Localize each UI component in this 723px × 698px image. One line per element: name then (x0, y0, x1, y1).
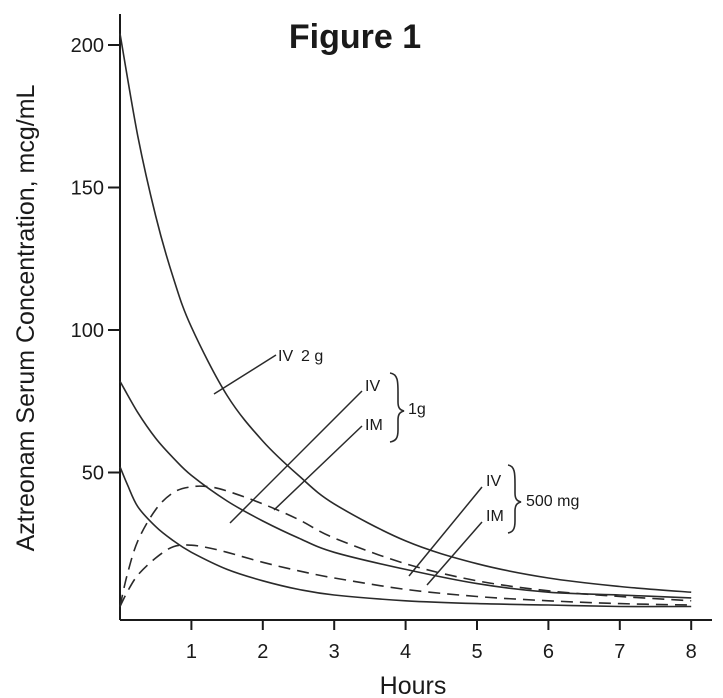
leader-1g-im (273, 425, 363, 511)
y-tick-label: 100 (71, 320, 104, 342)
x-tick-label: 1 (186, 641, 197, 663)
label-500mg-im: IM (486, 508, 504, 525)
brace-500mg (507, 464, 522, 534)
series-layer (119, 33, 692, 608)
x-tick-label: 8 (686, 641, 697, 663)
x-tick-label: 7 (614, 641, 625, 663)
y-tick-label: 50 (82, 463, 104, 485)
x-tick-label: 6 (543, 641, 554, 663)
y-ticks: 50 100 150 200 (71, 35, 120, 485)
annotation-500mg: IV IM 500 mg (408, 464, 579, 586)
annotation-1g: IV IM 1g (229, 372, 426, 524)
series-line-1-solid (119, 33, 692, 593)
series-line-3-solid (119, 466, 692, 608)
chart-title: Figure 1 (289, 18, 421, 56)
label-iv-2g-dose: 2 g (301, 348, 323, 365)
brace-1g (389, 372, 405, 443)
leader-500mg-iv (408, 486, 483, 577)
leader-500mg-im (426, 521, 483, 586)
label-1g-dose: 1g (408, 401, 426, 418)
x-tick-label: 2 (257, 641, 268, 663)
series-line-2-solid (119, 380, 692, 599)
annotation-iv-2g: IV 2 g (213, 348, 323, 395)
series-line-4-dashed (119, 485, 692, 607)
x-tick-label: 3 (329, 641, 340, 663)
leader-1g-iv (229, 390, 363, 524)
x-tick-label: 5 (471, 641, 482, 663)
label-iv-2g-route: IV (278, 348, 293, 365)
label-1g-im: IM (365, 417, 383, 434)
y-tick-label: 150 (71, 178, 104, 200)
label-500mg-iv: IV (486, 473, 501, 490)
label-1g-iv: IV (365, 378, 380, 395)
leader-iv-2g (213, 354, 277, 395)
label-500mg-dose: 500 mg (526, 493, 579, 510)
x-ticks: 1 2 3 4 5 6 7 8 (186, 620, 697, 663)
x-tick-label: 4 (400, 641, 411, 663)
y-tick-label: 200 (71, 35, 104, 57)
series-line-5-dashed (119, 544, 692, 607)
x-axis-label: Hours (380, 672, 447, 698)
y-axis-label: Aztreonam Serum Concentration, mcg/mL (12, 84, 40, 551)
